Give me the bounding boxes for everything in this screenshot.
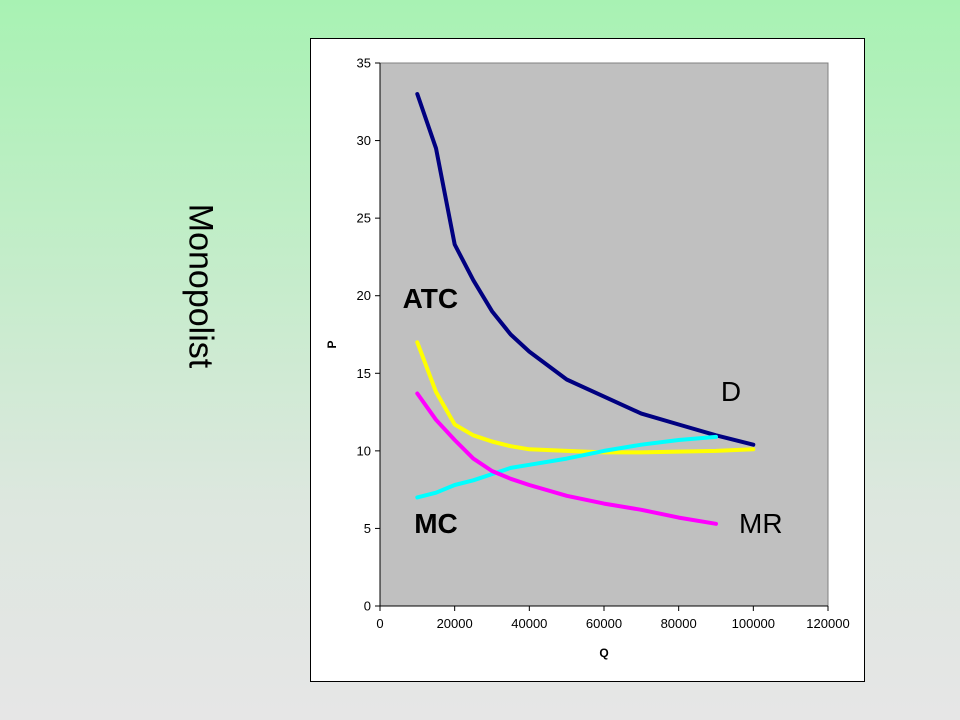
curve-label-atc: ATC <box>403 283 458 314</box>
x-tick-label: 20000 <box>437 616 473 631</box>
x-tick-label: 120000 <box>806 616 849 631</box>
curve-label-mr: MR <box>739 508 783 539</box>
slide-title: Monopolist <box>181 203 220 369</box>
series-line-mr <box>415 391 718 526</box>
x-tick-label: 40000 <box>511 616 547 631</box>
x-tick-label: 0 <box>376 616 383 631</box>
x-tick-label: 60000 <box>586 616 622 631</box>
y-tick-label: 10 <box>357 443 371 458</box>
y-axis-title: P <box>325 340 339 348</box>
y-tick-label: 20 <box>357 288 371 303</box>
line-chart: 0 20000 40000 60000 80000 100000 120000 0 5 10 15… <box>325 56 850 661</box>
y-tick-label: 5 <box>364 521 371 536</box>
y-axis: 0 5 10 15 20 25 30 35 <box>357 56 381 614</box>
series-layer <box>415 92 756 526</box>
x-tick-label: 100000 <box>732 616 775 631</box>
series-line-mc <box>415 434 718 500</box>
y-tick-label: 35 <box>357 56 371 71</box>
plot-area <box>379 62 829 607</box>
series-line-d <box>415 92 756 447</box>
annotation-layer: ATC D MC MR <box>403 283 783 539</box>
y-tick-label: 25 <box>357 211 371 226</box>
y-tick-label: 15 <box>357 366 371 381</box>
chart-frame: 0 20000 40000 60000 80000 100000 120000 0 5 10 15… <box>310 38 865 682</box>
y-tick-label: 30 <box>357 133 371 148</box>
series-line-atc <box>415 340 756 455</box>
x-axis: 0 20000 40000 60000 80000 100000 120000 <box>376 605 850 631</box>
x-axis-title: Q <box>599 646 608 660</box>
curve-label-mc: MC <box>414 508 458 539</box>
x-tick-label: 80000 <box>661 616 697 631</box>
curve-label-d: D <box>721 376 741 407</box>
y-tick-label: 0 <box>364 599 371 614</box>
